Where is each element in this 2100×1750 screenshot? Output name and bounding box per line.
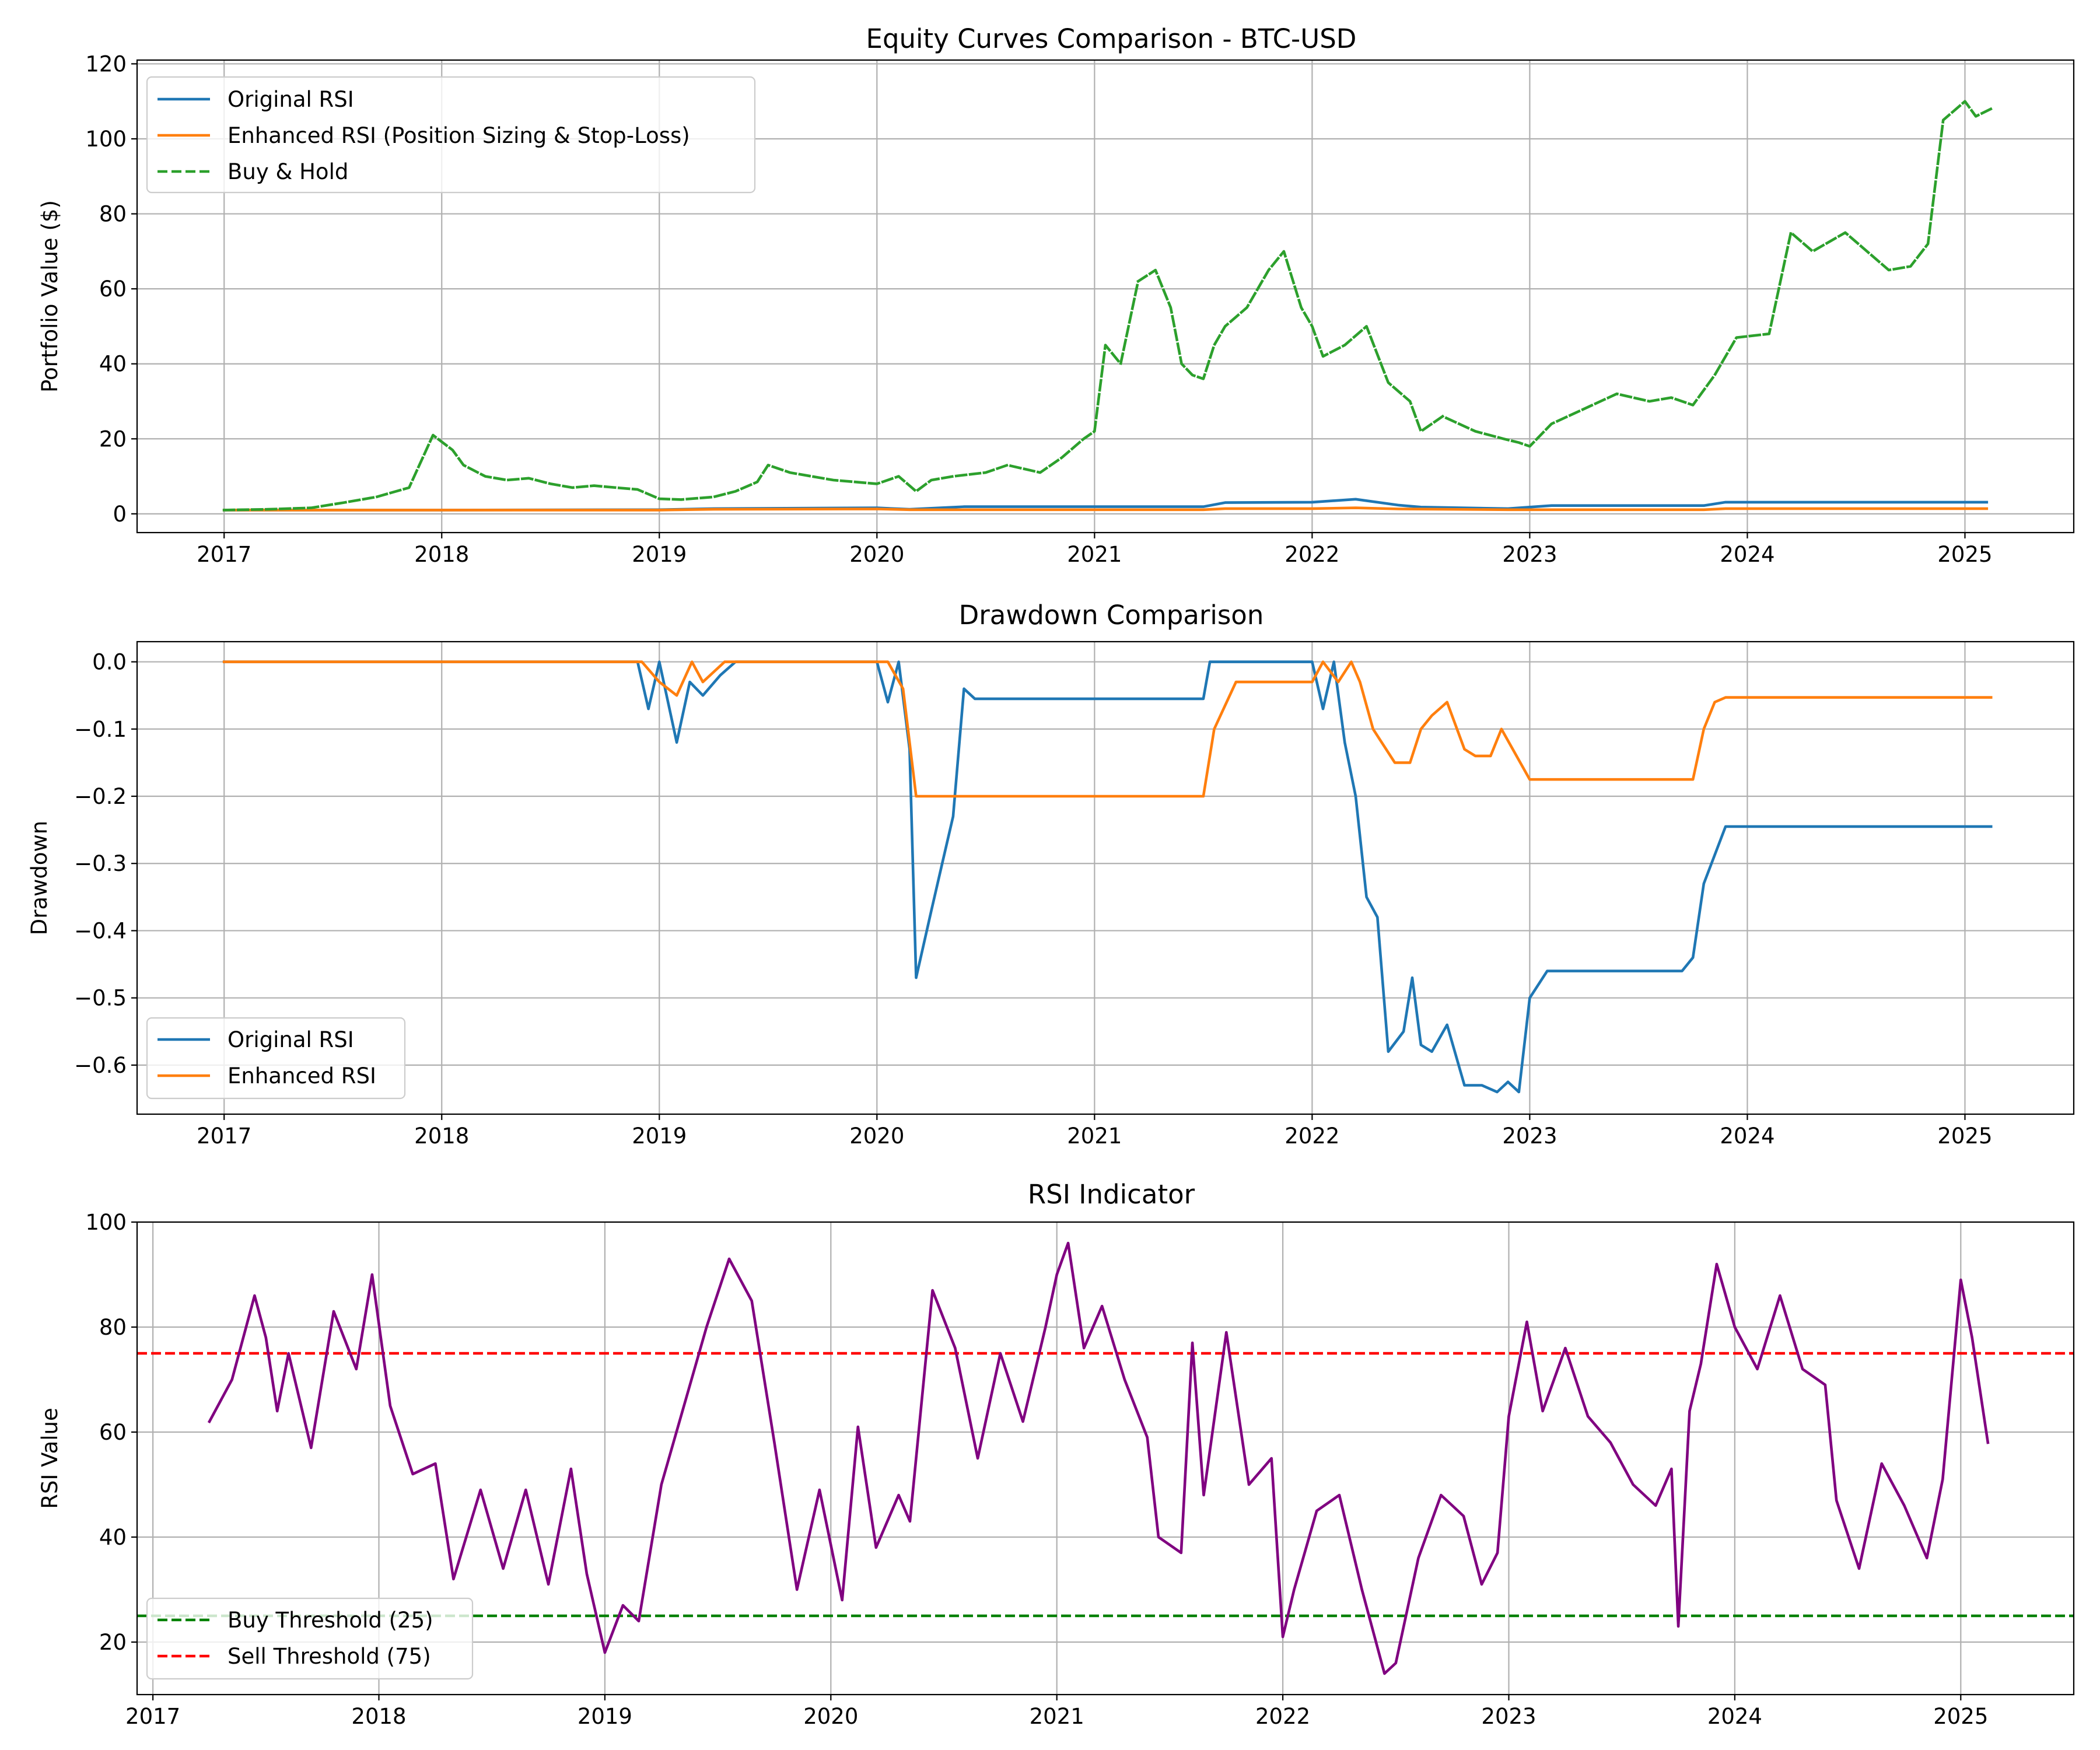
equity-xtick-label: 2020 (849, 542, 904, 567)
equity-xtick-label: 2025 (1937, 542, 1992, 567)
legend-label-original: Original RSI (228, 1027, 354, 1052)
equity-xtick-label: 2022 (1284, 542, 1339, 567)
legend-label-enhanced: Enhanced RSI (228, 1063, 376, 1088)
rsi-xtick-label: 2025 (1933, 1704, 1988, 1729)
equity-xtick-label: 2021 (1067, 542, 1122, 567)
drawdown-xtick-label: 2018 (414, 1124, 469, 1149)
equity-xtick-label: 2018 (414, 542, 469, 567)
rsi-xtick-label: 2018 (351, 1704, 406, 1729)
equity-ytick-label: 20 (99, 426, 127, 452)
drawdown-xtick-label: 2020 (849, 1124, 904, 1149)
rsi-yticks: 20 40 60 80 100 (85, 1210, 137, 1655)
drawdown-ytick-label: −0.1 (74, 717, 127, 742)
rsi-panel: RSI Indicator 2017 2018 2019 2020 2021 2022 20… (37, 1179, 2075, 1729)
legend-label-enhanced: Enhanced RSI (Position Sizing & Stop-Los… (228, 123, 690, 148)
drawdown-series-line-1 (222, 660, 1993, 798)
drawdown-ytick-label: −0.2 (74, 784, 127, 809)
equity-ytick-label: 120 (85, 51, 127, 76)
drawdown-xtick-label: 2025 (1937, 1124, 1992, 1149)
rsi-title: RSI Indicator (1028, 1179, 1195, 1210)
legend-label-original: Original RSI (228, 87, 354, 112)
equity-ytick-label: 100 (85, 127, 127, 152)
rsi-xtick-label: 2021 (1030, 1704, 1084, 1729)
drawdown-xticks: 2017 2018 2019 2020 2021 2022 2023 2024 2025 (197, 1114, 1993, 1149)
rsi-xtick-label: 2017 (125, 1704, 180, 1729)
drawdown-ytick-label: −0.4 (74, 918, 127, 943)
rsi-xtick-label: 2022 (1255, 1704, 1310, 1729)
drawdown-ylabel: Drawdown (27, 821, 52, 935)
rsi-ytick-label: 60 (99, 1420, 127, 1445)
drawdown-title: Drawdown Comparison (959, 600, 1264, 631)
equity-panel: Equity Curves Comparison - BTC-USD 2017 2… (37, 23, 2075, 567)
rsi-xtick-label: 2020 (803, 1704, 858, 1729)
rsi-axes-frame (136, 1221, 2075, 1696)
equity-axes-frame (136, 59, 2075, 534)
drawdown-xtick-label: 2022 (1284, 1124, 1339, 1149)
drawdown-ytick-label: −0.3 (74, 851, 127, 876)
drawdown-xtick-label: 2019 (632, 1124, 687, 1149)
equity-legend: Original RSI Enhanced RSI (Position Sizi… (146, 76, 756, 194)
rsi-series (207, 1241, 1990, 1675)
drawdown-axes-frame (136, 640, 2075, 1115)
rsi-ytick-label: 100 (85, 1210, 127, 1235)
drawdown-panel: Drawdown Comparison 2017 2018 2019 2020 2021… (27, 600, 2075, 1149)
rsi-legend: Buy Threshold (25) Sell Threshold (75) (146, 1597, 474, 1680)
equity-series-line-2 (222, 100, 1993, 512)
equity-xtick-label: 2017 (197, 542, 251, 567)
drawdown-series-line-0 (222, 660, 1993, 1094)
equity-xtick-label: 2023 (1502, 542, 1557, 567)
rsi-xticks: 2017 2018 2019 2020 2021 2022 2023 2024 2025 (125, 1695, 1988, 1729)
legend-label-sell-threshold: Sell Threshold (75) (228, 1644, 431, 1669)
rsi-xtick-label: 2019 (578, 1704, 632, 1729)
drawdown-xtick-label: 2023 (1502, 1124, 1557, 1149)
drawdown-legend: Original RSI Enhanced RSI (146, 1017, 406, 1100)
drawdown-series (222, 660, 1993, 1094)
equity-series-line-1 (222, 506, 1989, 512)
rsi-ytick-label: 20 (99, 1630, 127, 1655)
equity-title: Equity Curves Comparison - BTC-USD (866, 23, 1357, 54)
equity-series (222, 100, 1993, 512)
equity-yticks: 0 20 40 60 80 100 120 (85, 51, 137, 527)
drawdown-ytick-label: −0.6 (74, 1053, 127, 1078)
drawdown-ytick-label: 0.0 (92, 650, 127, 675)
equity-xtick-label: 2019 (632, 542, 687, 567)
rsi-series-line-0 (207, 1241, 1990, 1675)
drawdown-ytick-label: −0.5 (74, 986, 127, 1011)
rsi-ytick-label: 80 (99, 1315, 127, 1340)
equity-ylabel: Portfolio Value ($) (37, 200, 62, 393)
equity-ytick-label: 0 (113, 502, 127, 527)
rsi-ylabel: RSI Value (37, 1408, 62, 1508)
equity-xtick-label: 2024 (1720, 542, 1774, 567)
rsi-ytick-label: 40 (99, 1525, 127, 1550)
equity-ytick-label: 60 (99, 276, 127, 302)
equity-xticks: 2017 2018 2019 2020 2021 2022 2023 2024 2025 (197, 533, 1993, 567)
rsi-xtick-label: 2024 (1707, 1704, 1762, 1729)
equity-ytick-label: 40 (99, 352, 127, 377)
legend-label-buy-threshold: Buy Threshold (25) (228, 1608, 433, 1633)
drawdown-xtick-label: 2017 (197, 1124, 251, 1149)
drawdown-xtick-label: 2024 (1720, 1124, 1774, 1149)
rsi-xtick-label: 2023 (1481, 1704, 1536, 1729)
drawdown-xtick-label: 2021 (1067, 1124, 1122, 1149)
equity-ytick-label: 80 (99, 202, 127, 227)
drawdown-yticks: 0.0 −0.1 −0.2 −0.3 −0.4 −0.5 −0.6 (74, 650, 137, 1078)
legend-label-buyhold: Buy & Hold (228, 159, 348, 184)
